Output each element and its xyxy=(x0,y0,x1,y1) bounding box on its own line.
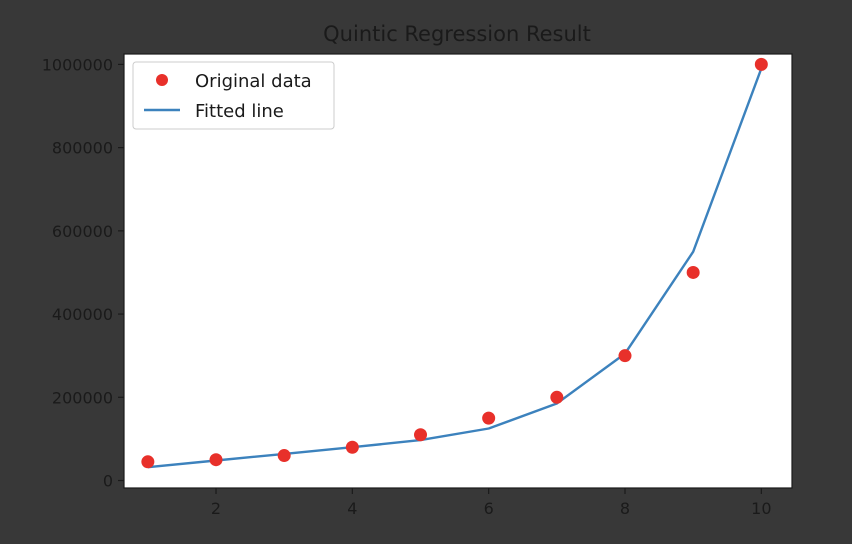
data-point xyxy=(482,411,496,425)
data-point xyxy=(345,440,359,454)
legend-label-fitted-line: Fitted line xyxy=(195,101,284,122)
y-tick-label: 800000 xyxy=(52,139,113,158)
x-tick-label: 4 xyxy=(347,499,357,518)
data-point xyxy=(686,265,700,279)
x-axis: 2 4 6 8 10 xyxy=(211,488,772,518)
legend-box xyxy=(132,61,335,130)
original-data-series xyxy=(141,57,768,469)
data-point xyxy=(618,349,632,363)
y-tick-label: 1000000 xyxy=(42,55,113,74)
legend: Original data Fitted line xyxy=(132,61,335,130)
data-point xyxy=(209,453,223,467)
data-point xyxy=(141,455,155,469)
legend-marker-original-data xyxy=(156,74,168,86)
x-tick-label: 10 xyxy=(751,499,771,518)
y-tick-label: 600000 xyxy=(52,222,113,241)
y-tick-label: 0 xyxy=(103,472,113,491)
y-tick-label: 400000 xyxy=(52,305,113,324)
data-point xyxy=(414,428,428,442)
data-point xyxy=(550,390,564,404)
data-point xyxy=(277,449,291,463)
fitted-line-series xyxy=(147,68,763,469)
legend-label-original-data: Original data xyxy=(195,71,312,92)
x-tick-label: 6 xyxy=(484,499,494,518)
x-tick-label: 2 xyxy=(211,499,221,518)
x-tick-label: 8 xyxy=(620,499,630,518)
y-tick-label: 200000 xyxy=(52,388,113,407)
chart-title: Quintic Regression Result xyxy=(323,22,591,46)
data-point xyxy=(754,57,768,71)
y-axis: 0 200000 400000 600000 800000 1000000 xyxy=(42,55,124,491)
